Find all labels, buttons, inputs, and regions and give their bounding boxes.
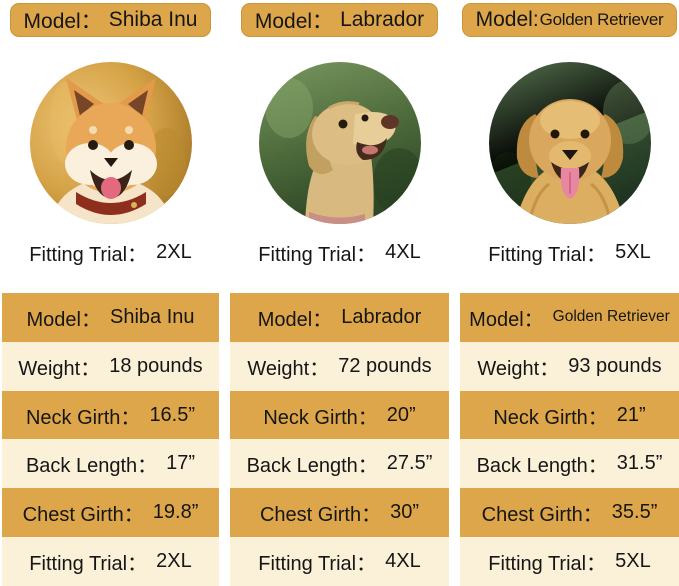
model-header-pill: Model： Labrador (240, 3, 439, 37)
spec-label: Model： (257, 308, 333, 331)
model-header-value: Shiba Inu (108, 8, 198, 31)
spec-label: Weight： (247, 357, 330, 380)
spec-label: Weight： (477, 357, 560, 380)
table-row: Weight： 18 pounds (2, 341, 219, 391)
table-row: Chest Girth： 19.8” (2, 488, 219, 538)
fitting-trial-value: 4XL (385, 241, 421, 263)
fitting-trial-label: Fitting Trial： (29, 244, 148, 266)
spec-value: 5XL (615, 550, 651, 573)
table-row: Neck Girth： 21” (460, 390, 679, 440)
spec-label: Back Length： (476, 455, 608, 478)
spec-value: 93 pounds (568, 354, 662, 377)
model-header-label: Model： (254, 10, 334, 33)
table-row: Back Length： 27.5” (230, 439, 449, 489)
fitting-trial-value: 5XL (615, 241, 651, 263)
table-row: Back Length： 17” (2, 439, 219, 489)
spec-value: Golden Retriever (552, 308, 670, 326)
spec-label: Fitting Trial： (29, 553, 148, 576)
spec-label: Back Length： (25, 455, 158, 478)
model-header-label: Model: (475, 8, 539, 31)
table-row: Weight： 93 pounds (460, 341, 679, 391)
spec-table: Model： Golden Retriever Weight： 93 pound… (460, 293, 679, 586)
column-shiba-inu: Model： Shiba Inu (2, 0, 219, 586)
spec-value: Shiba Inu (109, 305, 195, 328)
fitting-trial-line: Fitting Trial： 5XL (488, 241, 651, 266)
spec-label: Back Length： (246, 455, 378, 478)
golden-retriever-illustration (488, 62, 651, 224)
spec-label: Neck Girth： (493, 406, 608, 429)
spec-value: 18 pounds (109, 354, 203, 377)
spec-table: Model： Shiba Inu Weight： 18 pounds Neck … (2, 293, 219, 586)
table-row: Neck Girth： 20” (230, 390, 449, 440)
table-row: Weight： 72 pounds (230, 341, 449, 391)
golden-retriever-photo (488, 62, 651, 224)
table-row: Model： Golden Retriever (460, 293, 679, 342)
spec-value: Labrador (341, 305, 422, 328)
spec-value: 72 pounds (338, 354, 432, 377)
fitting-trial-line: Fitting Trial： 4XL (258, 241, 421, 266)
spec-label: Chest Girth： (22, 504, 144, 527)
labrador-illustration (258, 62, 421, 224)
spec-value: 19.8” (152, 501, 199, 524)
spec-value: 20” (386, 403, 416, 426)
spec-label: Neck Girth： (25, 406, 141, 429)
table-row: Chest Girth： 30” (230, 488, 449, 538)
model-header-label: Model： (23, 10, 102, 33)
fitting-trial-value: 2XL (156, 241, 192, 263)
fitting-trial-label: Fitting Trial： (488, 244, 607, 266)
spec-value: 4XL (385, 550, 421, 573)
table-row: Model： Labrador (230, 293, 449, 342)
spec-value: 17” (166, 452, 196, 475)
spec-label: Chest Girth： (259, 504, 382, 527)
column-golden-retriever: Model: Golden Retriever (460, 0, 679, 586)
shiba-inu-illustration (29, 62, 192, 224)
spec-value: 2XL (156, 550, 192, 573)
column-labrador: Model： Labrador (230, 0, 449, 586)
spec-label: Fitting Trial： (488, 553, 607, 576)
spec-value: 30” (390, 501, 420, 524)
table-row: Fitting Trial： 4XL (230, 537, 449, 586)
table-row: Chest Girth： 35.5” (460, 488, 679, 538)
model-header-value: Labrador (340, 8, 425, 31)
spec-label: Model： (469, 308, 544, 331)
table-row: Model： Shiba Inu (2, 293, 219, 342)
spec-table: Model： Labrador Weight： 72 pounds Neck G… (230, 293, 449, 586)
table-row: Fitting Trial： 5XL (460, 537, 679, 586)
spec-value: 27.5” (386, 452, 433, 475)
spec-value: 21” (616, 403, 646, 426)
model-header-value: Golden Retriever (539, 10, 664, 29)
spec-label: Weight： (18, 357, 101, 380)
table-row: Back Length： 31.5” (460, 439, 679, 489)
fitting-trial-line: Fitting Trial： 2XL (29, 241, 192, 266)
shiba-inu-photo (29, 62, 192, 224)
model-header-pill: Model: Golden Retriever (461, 3, 678, 37)
spec-label: Chest Girth： (481, 504, 603, 527)
spec-value: 31.5” (616, 452, 663, 475)
spec-label: Neck Girth： (263, 406, 378, 429)
labrador-photo (258, 62, 421, 224)
model-header-pill: Model： Shiba Inu (9, 3, 212, 37)
table-row: Fitting Trial： 2XL (2, 537, 219, 586)
spec-label: Model： (26, 308, 101, 331)
fitting-trial-label: Fitting Trial： (258, 244, 377, 266)
spec-label: Fitting Trial： (258, 553, 377, 576)
table-row: Neck Girth： 16.5” (2, 390, 219, 440)
spec-value: 16.5” (149, 403, 196, 426)
spec-value: 35.5” (611, 501, 658, 524)
